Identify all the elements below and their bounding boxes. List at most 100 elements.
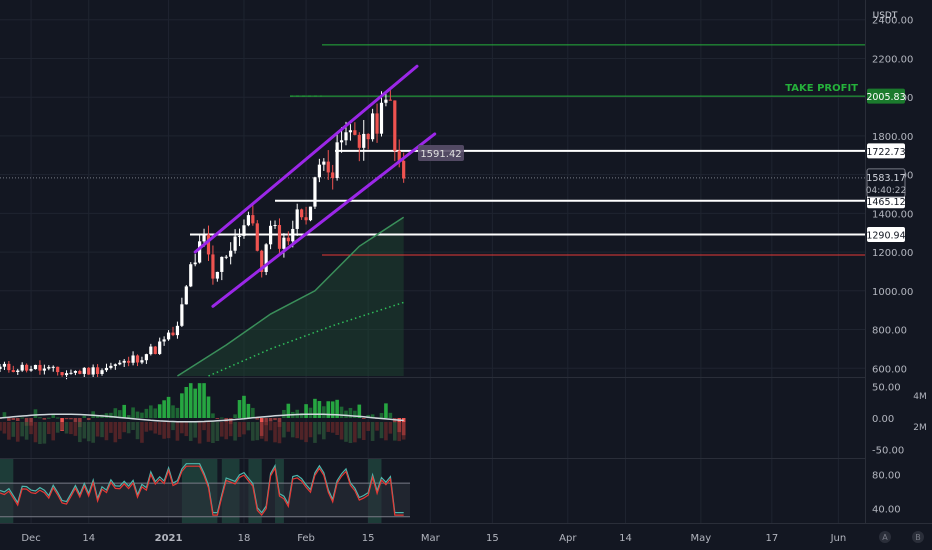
log-scale-label[interactable]: B [915,533,921,542]
indicator-pane-oscillator[interactable] [0,459,410,523]
momentum-bar [219,417,224,419]
candle [322,158,326,171]
candle [264,243,268,276]
level-badge: 1465.12 [866,197,905,208]
volume-bar [370,422,375,441]
momentum-bar [38,417,42,419]
volume-bar [264,422,268,442]
candle [379,91,384,137]
candle-body [198,241,202,263]
momentum-bar [149,405,153,418]
volume-bar [20,422,24,437]
momentum-bar [370,414,375,418]
candle-body [402,160,406,179]
candle [33,364,38,370]
candle-body [193,262,197,265]
candle [184,284,188,305]
log-scale-button-bg[interactable] [912,531,924,543]
volume-bar [259,422,264,439]
candle-body [220,256,224,272]
volume-bar [206,422,211,442]
candle [104,363,109,372]
candle [42,364,46,375]
candle [2,361,7,371]
price-badges: 2005.83 1722.73 1465.12 1290.94 1583.17 04:40… [866,88,906,242]
currency-label[interactable]: USDT [873,11,898,21]
candle-body [268,225,273,245]
candle-body [69,372,73,374]
auto-scale-button[interactable]: A [879,531,891,543]
candle [122,358,126,367]
volume-bar [95,422,100,437]
candle-body [206,234,211,255]
candle [109,362,113,370]
trend-channel[interactable] [193,64,437,308]
time-axis[interactable]: Dec 14 2021 18 Feb 15 Mar 15 Apr 14 May 17 Jun [21,533,846,544]
candle [286,231,290,246]
channel-upper-line[interactable] [193,64,419,254]
candle-body [38,364,42,371]
candle-body [82,367,86,374]
momentum-bar [299,413,304,418]
volume-bar [197,422,202,444]
volume-tick-label: 4M [913,392,927,402]
candle-body [158,341,162,354]
volume-bar [211,422,215,443]
volume-bar [104,422,109,441]
volume-bar [339,422,344,440]
candle [348,124,353,141]
volume-bar [357,422,362,439]
channel-mid-price-box [418,145,464,161]
candle-body [331,172,335,179]
momentum-bar [175,407,180,418]
momentum-bar [188,383,193,418]
candle [233,229,237,254]
candle [29,365,33,372]
momentum-bar [33,409,38,418]
indicator2-axis: 80.00 40.00 [872,471,901,516]
candle-body [56,366,60,373]
candle-body [25,364,29,371]
volume-bar [366,422,370,431]
candle [0,364,2,373]
auto-scale-button-bg[interactable] [879,531,891,543]
candle-body [42,368,46,371]
channel-lower-line[interactable] [211,132,437,308]
price-tick-label: 1000.00 [872,287,913,298]
log-scale-button[interactable]: B [912,531,924,543]
time-tick-label: Dec [21,533,40,544]
indicator-pane-momentum[interactable] [0,383,406,444]
momentum-bar [228,418,233,425]
candle-body [357,134,361,148]
momentum-bar [264,418,268,426]
candle [118,360,122,366]
candle [384,93,388,107]
main-pane[interactable]: TAKE PROFIT 1591.42 [0,44,865,380]
momentum-bar [211,413,215,418]
volume-bar [175,422,180,441]
candle [251,205,255,226]
momentum-bar [255,418,260,420]
candle [87,367,91,375]
candle-body [149,346,153,355]
candle-body [366,133,370,140]
candle-body [95,367,100,375]
candle-body [118,362,122,365]
candle [135,354,140,367]
candle-body [64,373,69,376]
candle-body [140,360,144,363]
candle [229,242,233,265]
bar-countdown: 04:40:22 [866,186,906,196]
candle-body [104,367,109,371]
momentum-bar [55,417,60,419]
candle [273,220,277,229]
candle [362,119,366,161]
candle [162,336,166,346]
momentum-bar [286,403,291,418]
auto-scale-label[interactable]: A [882,533,888,542]
momentum-bar [82,415,87,418]
momentum-bar [348,407,353,418]
volume-bar [286,422,291,432]
candle [149,343,153,356]
